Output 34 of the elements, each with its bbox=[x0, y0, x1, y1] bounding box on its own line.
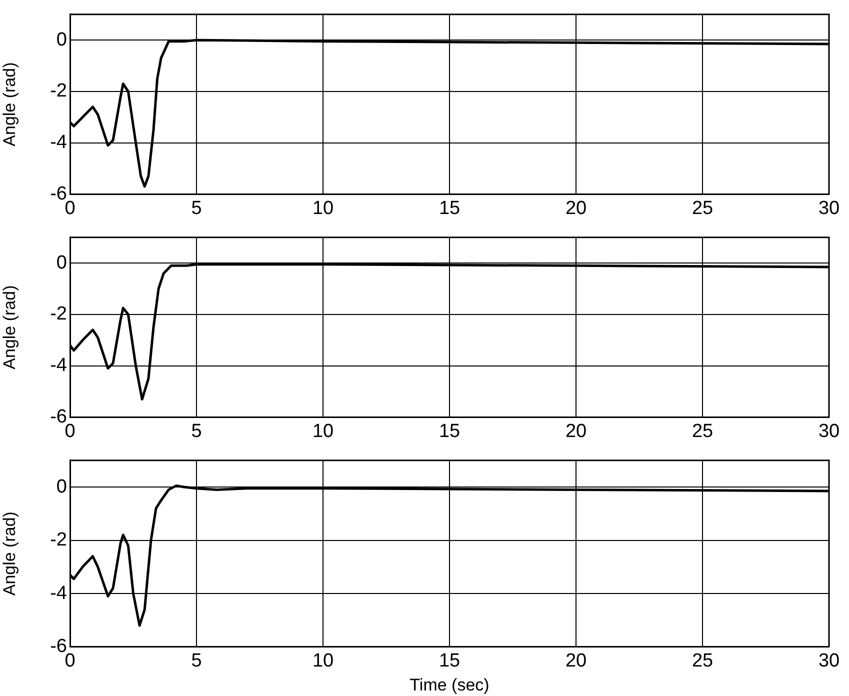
y-tick-label: -6 bbox=[50, 406, 67, 428]
y-tick-label: 0 bbox=[56, 252, 67, 274]
x-tick-label: 30 bbox=[818, 198, 840, 219]
x-tick-label: 5 bbox=[191, 198, 202, 219]
x-tick-label: 30 bbox=[818, 650, 840, 672]
y-axis-title: Angle (rad) bbox=[0, 62, 19, 146]
x-tick-label: 20 bbox=[565, 650, 587, 672]
y-tick-label: 0 bbox=[56, 29, 67, 50]
y-tick-label: -2 bbox=[50, 530, 67, 551]
y-tick-label: -4 bbox=[50, 355, 68, 376]
x-tick-label: 10 bbox=[312, 198, 334, 219]
x-tick-label: 25 bbox=[692, 650, 714, 672]
y-tick-label: -2 bbox=[50, 304, 67, 325]
y-tick-label: -4 bbox=[50, 582, 68, 604]
y-tick-label: -6 bbox=[50, 636, 67, 658]
x-axis-title: Time (sec) bbox=[410, 675, 490, 694]
x-tick-label: 20 bbox=[565, 198, 587, 219]
x-tick-label: 15 bbox=[438, 650, 460, 672]
y-tick-label: -2 bbox=[50, 80, 67, 102]
x-tick-label: 5 bbox=[191, 420, 202, 442]
x-tick-label: 10 bbox=[312, 420, 334, 442]
x-tick-label: 15 bbox=[438, 420, 460, 442]
y-axis-title: Angle (rad) bbox=[0, 285, 19, 370]
y-tick-label: -4 bbox=[50, 132, 68, 154]
x-tick-label: 30 bbox=[818, 420, 840, 442]
x-tick-label: 15 bbox=[438, 198, 460, 219]
x-tick-label: 20 bbox=[565, 420, 587, 442]
x-tick-label: 25 bbox=[692, 420, 714, 442]
x-tick-label: 5 bbox=[191, 650, 202, 672]
y-tick-label: -6 bbox=[50, 183, 67, 204]
y-axis-title: Angle (rad) bbox=[0, 512, 19, 596]
y-tick-label: 0 bbox=[56, 476, 67, 498]
x-tick-label: 25 bbox=[692, 198, 714, 219]
x-tick-label: 10 bbox=[312, 650, 334, 672]
